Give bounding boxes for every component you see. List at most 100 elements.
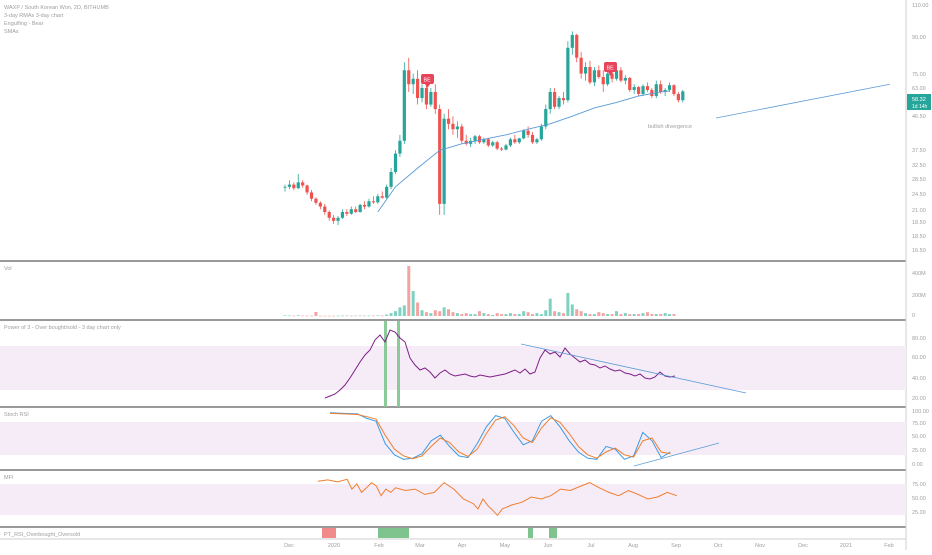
candle-body — [654, 84, 658, 96]
volume-bar — [500, 314, 504, 316]
volume-bar — [318, 315, 322, 317]
volume-bar — [539, 314, 543, 316]
be-marker-1[interactable]: BE — [421, 74, 434, 88]
time-tick: Jul — [587, 543, 594, 549]
candle-body — [482, 139, 486, 143]
price-axis[interactable]: 110.00 90.00 75.00 63.00 46.50 37.50 32.… — [912, 3, 928, 254]
volume-bar — [615, 311, 618, 316]
candle-body — [455, 126, 459, 130]
time-tick: 2021 — [840, 543, 852, 549]
volume-bar — [371, 315, 375, 317]
volume-bar — [340, 315, 344, 317]
volume-axis[interactable]: 400M 200M 0 — [912, 271, 926, 319]
volume-bar — [561, 313, 565, 316]
volume-bar — [566, 292, 570, 316]
volume-bar — [553, 311, 557, 316]
volume-bar — [349, 315, 353, 317]
price-tick: 16.50 — [912, 248, 926, 254]
indicator-engulfing-label: Engulfing - Bear — [4, 21, 44, 27]
be-marker-2[interactable]: BE — [604, 62, 617, 76]
price-tick: 24.50 — [912, 192, 926, 198]
stoch-axis[interactable]: 100.00 75.00 50.00 25.00 0.00 — [912, 409, 929, 468]
time-tick: Aug — [628, 543, 638, 549]
price-tick: 110.00 — [912, 3, 928, 9]
volume-bar — [332, 315, 336, 317]
volume-bar — [376, 315, 380, 317]
volume-bar — [641, 313, 645, 316]
volume-bar — [429, 313, 433, 316]
volume-bar — [654, 314, 658, 316]
indicator-bands — [0, 321, 906, 538]
candle-body — [301, 182, 305, 186]
volume-bar — [323, 315, 327, 317]
candle-body — [429, 91, 433, 105]
volume-bar — [402, 305, 406, 316]
overbought-block — [528, 528, 533, 538]
price-tick: 46.50 — [912, 114, 926, 120]
price-divergence-line — [715, 83, 890, 119]
volume-bar — [420, 310, 424, 316]
candle-body — [672, 85, 676, 94]
candle-body — [570, 34, 574, 48]
mfi-axis[interactable]: 75.00 50.00 25.00 — [912, 482, 926, 516]
stoch-tick: 100.00 — [912, 409, 929, 415]
price-tick: 63.00 — [912, 86, 926, 92]
mfi-pane-title: MFI — [4, 475, 14, 481]
volume-bar — [526, 312, 530, 316]
pos-tick: 80.00 — [912, 336, 926, 342]
candle-body — [424, 88, 429, 105]
volume-bar — [632, 314, 636, 316]
volume-bar — [508, 313, 512, 316]
volume-bar — [588, 314, 592, 316]
volume-bar — [455, 313, 459, 316]
mfi-line — [317, 478, 678, 517]
volume-bar — [433, 310, 437, 316]
candle-body — [385, 186, 389, 198]
pos-band — [0, 346, 906, 390]
candle-body — [539, 126, 543, 140]
volume-bar — [672, 314, 676, 316]
price-tick: 32.50 — [912, 163, 926, 169]
volume-bar — [597, 312, 601, 316]
candle-body — [318, 202, 322, 207]
candle-body — [663, 89, 667, 92]
candle-body — [548, 91, 552, 110]
power-of-3-axis[interactable]: 80.00 60.00 40.00 20.00 — [912, 336, 926, 402]
indicator-sma-label: SMAs — [4, 29, 19, 35]
time-axis[interactable]: Dec 2020 Feb Mar Apr May Jun Jul Aug Sep Oct Nov Dec… — [284, 543, 894, 549]
candle-body — [557, 98, 561, 107]
current-price-tag[interactable]: 58.32 1d 14h — [907, 94, 931, 110]
volume-bar — [301, 315, 305, 317]
volume-bar — [447, 309, 451, 316]
power-of-3-pane-title: Power of 3 - Over bought/sold - 3 day ch… — [4, 325, 121, 331]
candle-body — [287, 184, 292, 187]
candle-body — [544, 109, 548, 127]
candle-body — [389, 171, 393, 187]
candle-body — [628, 77, 632, 90]
candle-body — [446, 118, 451, 124]
candle-body — [522, 130, 526, 139]
volume-bar — [570, 304, 574, 316]
volume-bar — [407, 266, 411, 316]
price-tick: 18.50 — [912, 234, 926, 240]
be-label: BE — [424, 78, 432, 84]
rsi-ob-os-pane-title: PT_RSI_Overbought_Oversold — [4, 532, 80, 538]
volume-bar — [442, 307, 446, 316]
overbought-column — [384, 321, 387, 407]
candle-body — [592, 70, 596, 83]
candle-body — [309, 192, 314, 199]
candle-body — [336, 217, 340, 221]
candle-body — [659, 84, 663, 92]
volume-bar — [354, 315, 358, 317]
candle-body — [583, 66, 588, 74]
pos-tick: 20.00 — [912, 396, 926, 402]
time-tick: Nov — [755, 543, 765, 549]
candle-body — [667, 85, 672, 90]
volume-bar — [380, 315, 384, 317]
pos-tick: 60.00 — [912, 355, 926, 361]
candle-body — [340, 212, 345, 218]
candle-body — [486, 139, 490, 146]
candle-body — [314, 198, 318, 203]
candle-body — [473, 136, 477, 141]
volume-bar — [477, 311, 481, 316]
